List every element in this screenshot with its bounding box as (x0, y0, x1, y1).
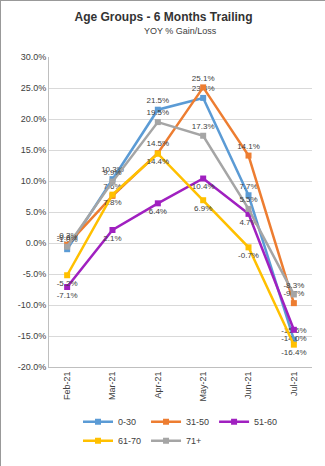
svg-text:25.0%: 25.0% (21, 83, 47, 93)
svg-text:10.3%: 10.3% (101, 165, 124, 174)
svg-text:31-50: 31-50 (186, 417, 209, 427)
svg-text:-0.7%: -0.7% (238, 251, 259, 260)
svg-text:4.7%: 4.7% (239, 218, 257, 227)
svg-text:-0.3%: -0.3% (57, 231, 78, 240)
svg-text:Jul-21: Jul-21 (289, 372, 299, 397)
svg-text:14.4%: 14.4% (146, 157, 169, 166)
svg-text:17.3%: 17.3% (192, 122, 215, 131)
svg-text:-9.7%: -9.7% (283, 289, 304, 298)
svg-text:7.7%: 7.7% (239, 182, 257, 191)
svg-text:-20.0%: -20.0% (18, 362, 47, 372)
svg-text:7.6%: 7.6% (103, 182, 121, 191)
svg-text:May-21: May-21 (198, 372, 208, 402)
svg-text:-0.6%: -0.6% (57, 233, 78, 242)
svg-text:10.0%: 10.0% (21, 176, 47, 186)
svg-text:71+: 71+ (186, 436, 201, 446)
svg-text:10.4%: 10.4% (192, 182, 215, 191)
svg-text:23.4%: 23.4% (192, 84, 215, 93)
svg-text:Jun-21: Jun-21 (243, 372, 253, 400)
svg-text:2.1%: 2.1% (103, 234, 121, 243)
svg-text:6.9%: 6.9% (194, 204, 212, 213)
svg-text:-16.4%: -16.4% (281, 348, 306, 357)
svg-text:14.1%: 14.1% (237, 142, 260, 151)
svg-text:7.8%: 7.8% (103, 198, 121, 207)
svg-text:19.5%: 19.5% (146, 108, 169, 117)
svg-text:-15.0%: -15.0% (18, 331, 47, 341)
svg-text:-10.0%: -10.0% (18, 300, 47, 310)
svg-text:-1.0%: -1.0% (57, 235, 78, 244)
svg-text:5.5%: 5.5% (239, 195, 257, 204)
svg-text:Age Groups - 6 Months Trailing: Age Groups - 6 Months Trailing (74, 10, 252, 24)
svg-text:15.0%: 15.0% (21, 145, 47, 155)
svg-text:0.0%: 0.0% (26, 238, 47, 248)
svg-text:Apr-21: Apr-21 (153, 372, 163, 399)
svg-text:51-60: 51-60 (254, 417, 277, 427)
svg-text:30.0%: 30.0% (21, 52, 47, 62)
svg-text:-14.0%: -14.0% (281, 334, 306, 343)
svg-text:YOY % Gain/Loss: YOY % Gain/Loss (144, 26, 217, 36)
svg-text:61-70: 61-70 (118, 436, 141, 446)
svg-text:9.9%: 9.9% (103, 168, 121, 177)
svg-text:14.5%: 14.5% (146, 139, 169, 148)
svg-text:-7.1%: -7.1% (57, 291, 78, 300)
svg-text:Feb-21: Feb-21 (62, 372, 72, 401)
svg-text:21.5%: 21.5% (146, 96, 169, 105)
svg-text:-5.2%: -5.2% (57, 279, 78, 288)
svg-text:Mar-21: Mar-21 (107, 372, 117, 401)
svg-text:0-30: 0-30 (118, 417, 136, 427)
svg-text:-5.0%: -5.0% (23, 269, 47, 279)
svg-text:-8.3%: -8.3% (283, 281, 304, 290)
svg-text:5.0%: 5.0% (26, 207, 47, 217)
svg-text:6.4%: 6.4% (149, 207, 167, 216)
svg-text:25.1%: 25.1% (192, 74, 215, 83)
svg-text:-15.6%: -15.6% (281, 326, 306, 335)
svg-text:20.0%: 20.0% (21, 114, 47, 124)
